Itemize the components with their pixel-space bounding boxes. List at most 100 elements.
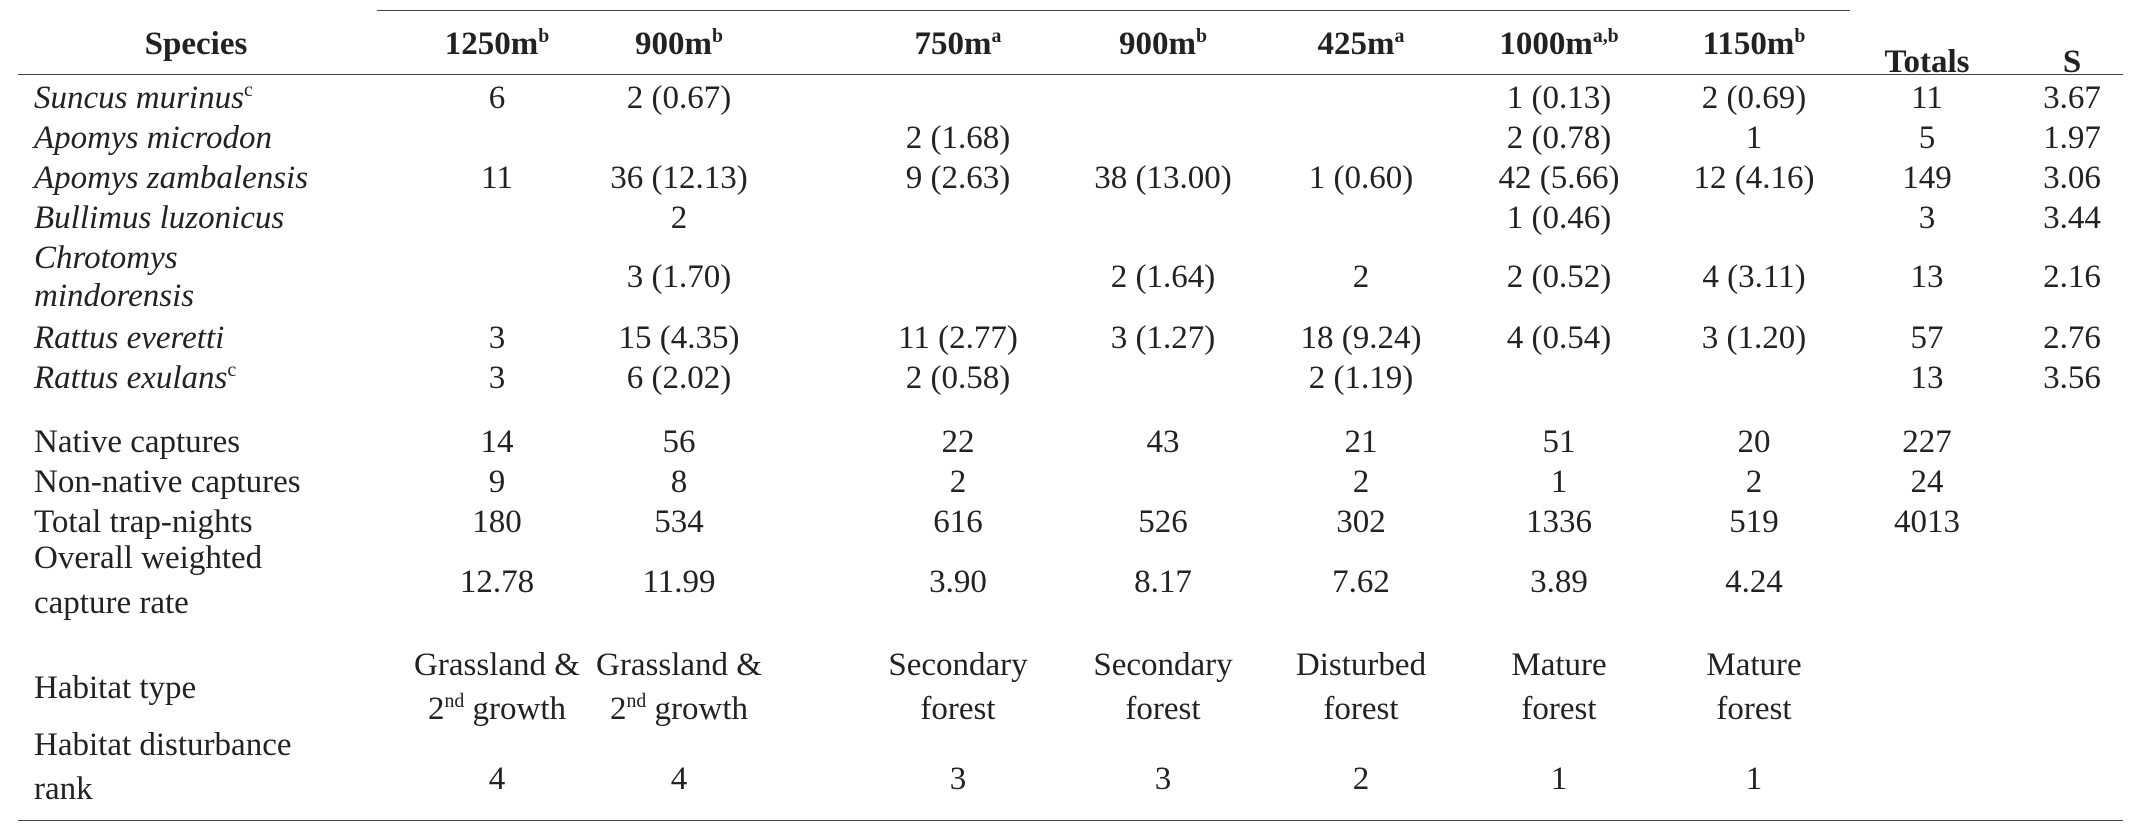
- table-cell: 4.24: [1725, 560, 1783, 604]
- table-cell: 20: [1738, 420, 1771, 464]
- table-cell: 11: [481, 156, 513, 200]
- species-name: Bullimus luzonicus: [34, 196, 284, 240]
- table-cell: 6 (2.02): [627, 356, 731, 400]
- column-header-totals: Totals: [1885, 40, 1970, 84]
- row-label-line: rank: [34, 771, 93, 807]
- table-cell: 42 (5.66): [1499, 156, 1620, 200]
- table-cell: 2 (1.68): [906, 116, 1010, 160]
- table-cell: 302: [1336, 500, 1386, 544]
- table-cell: 38 (13.00): [1094, 156, 1231, 200]
- table-cell: 1: [1551, 460, 1568, 504]
- s-cell: 3.44: [2043, 196, 2101, 240]
- habitat-line: forest: [1521, 691, 1597, 727]
- table-cell: 1 (0.13): [1507, 76, 1611, 120]
- cell-value: 57: [1910, 320, 1944, 356]
- cell-value: 18 (9.24): [1300, 320, 1422, 356]
- species-name: Suncus murinusc: [34, 76, 253, 120]
- table-cell: 51: [1543, 420, 1576, 464]
- table-cell: 3 (1.20): [1702, 316, 1806, 360]
- s-cell: 3.06: [2043, 156, 2101, 200]
- table-cell: 6: [489, 76, 506, 120]
- habitat-line: forest: [1125, 691, 1201, 727]
- cell-value: 2 (0.78): [1506, 120, 1612, 156]
- row-label: Total trap-nights: [34, 500, 253, 544]
- cell-value: 3: [1918, 200, 1936, 236]
- cell-value: 11: [481, 160, 513, 196]
- cell-value: 8: [670, 464, 688, 500]
- habitat-cell: forest: [1125, 687, 1200, 731]
- table-cell: 2: [950, 460, 967, 504]
- table-cell: 1: [1551, 757, 1568, 801]
- cell-value: 22: [941, 424, 975, 460]
- cell-value: 2 (0.67): [626, 80, 732, 116]
- header-site-footnote: b: [1195, 25, 1208, 48]
- cell-value: 3: [488, 320, 506, 356]
- table-cell: 3: [1155, 757, 1172, 801]
- habitat-cell: Grassland &: [596, 643, 762, 687]
- table-cell: 2 (1.64): [1111, 255, 1215, 299]
- row-label-text: Total trap-nights: [34, 504, 253, 540]
- cell-value: 1: [1745, 761, 1763, 797]
- habitat-line: 2: [609, 691, 627, 727]
- column-header-site: 750ma: [915, 22, 1002, 66]
- row-label: rank: [34, 767, 93, 811]
- habitat-cell: Grassland &: [414, 643, 580, 687]
- table-cell: 4: [489, 757, 506, 801]
- table-cell: 180: [472, 500, 522, 544]
- row-label-line: Overall weighted: [34, 540, 263, 576]
- table-cell: 2: [1353, 460, 1370, 504]
- species-name: Apomys zambalensis: [34, 156, 308, 200]
- cell-value: 3: [949, 761, 967, 797]
- table-cell: 1 (0.46): [1507, 196, 1611, 240]
- row-label: Overall weighted: [34, 536, 262, 580]
- cell-value: 526: [1138, 504, 1188, 540]
- cell-value: 302: [1336, 504, 1386, 540]
- cell-value: 616: [933, 504, 983, 540]
- header-site-footnote: a,b: [1592, 25, 1619, 48]
- cell-value: 4: [670, 761, 688, 797]
- header-site-label: 900m: [1118, 26, 1196, 62]
- header-text: Species: [144, 26, 248, 62]
- cell-value: 21: [1344, 424, 1378, 460]
- cell-value: 2 (1.64): [1110, 259, 1216, 295]
- table-cell: 3: [489, 356, 506, 400]
- cell-value: 4.24: [1725, 564, 1783, 600]
- s-cell: 3.56: [2043, 356, 2101, 400]
- cell-value: 4: [488, 761, 506, 797]
- row-label-line: Habitat disturbance: [34, 727, 292, 763]
- totals-cell: 4013: [1894, 500, 1960, 544]
- table-cell: 7.62: [1332, 560, 1390, 604]
- header-site-label: 1000m: [1499, 26, 1593, 62]
- cell-value: 3.44: [2043, 200, 2101, 236]
- cell-value: 4 (0.54): [1506, 320, 1612, 356]
- cell-value: 8.17: [1134, 564, 1192, 600]
- header-site-label: 900m: [634, 26, 712, 62]
- cell-value: 1 (0.46): [1506, 200, 1612, 236]
- column-header-s: S: [2063, 40, 2081, 84]
- column-header-site: 1250mb: [445, 22, 550, 66]
- table-cell: 11.99: [642, 560, 715, 604]
- cell-value: 3.90: [929, 564, 987, 600]
- row-label: capture rate: [34, 581, 189, 625]
- row-label: Native captures: [34, 420, 240, 464]
- cell-value: 42 (5.66): [1498, 160, 1620, 196]
- table-cell: 1: [1746, 116, 1763, 160]
- habitat-cell: Mature: [1706, 643, 1801, 687]
- table-cell: 2: [1746, 460, 1763, 504]
- cell-value: 1: [1550, 464, 1568, 500]
- column-header-species: Species: [145, 22, 248, 66]
- column-header-site: 425ma: [1318, 22, 1405, 66]
- header-site-footnote: b: [1794, 25, 1806, 48]
- habitat-line: Secondary: [888, 647, 1028, 683]
- cell-value: 9 (2.63): [905, 160, 1011, 196]
- cell-value: 519: [1729, 504, 1779, 540]
- cell-value: 38 (13.00): [1094, 160, 1232, 196]
- habitat-line: forest: [920, 691, 996, 727]
- table-cell: 1 (0.60): [1309, 156, 1413, 200]
- table-cell: 2 (0.52): [1507, 255, 1611, 299]
- row-label-text: Native captures: [34, 424, 241, 460]
- habitat-line: Mature: [1511, 647, 1607, 683]
- cell-value: 227: [1902, 424, 1952, 460]
- cell-value: 7.62: [1332, 564, 1390, 600]
